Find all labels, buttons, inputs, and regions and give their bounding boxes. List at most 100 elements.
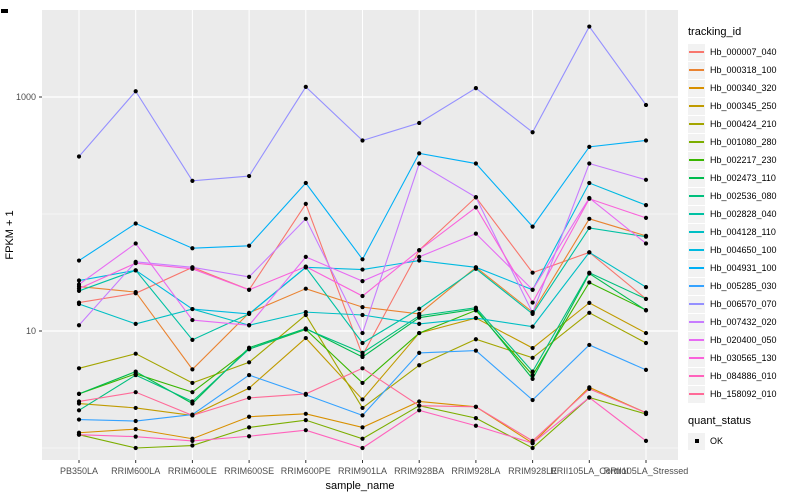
legend-item-label: Hb_002536_080 — [710, 191, 777, 201]
legend-item-label: Hb_004650_100 — [710, 245, 777, 255]
legend-key — [688, 223, 705, 241]
legend-key — [688, 349, 705, 367]
legend-key-line — [689, 69, 704, 71]
legend-key-line — [689, 177, 704, 179]
legend-item: Hb_005285_030 — [688, 277, 798, 295]
legend-key — [688, 313, 705, 331]
quant-status-item: OK — [688, 432, 798, 450]
legend-key — [688, 367, 705, 385]
legend-key-line — [689, 231, 704, 233]
legend-item: Hb_006570_070 — [688, 295, 798, 313]
legend-key — [688, 432, 705, 450]
legend-item-label: Hb_001080_280 — [710, 137, 777, 147]
legend-key — [688, 133, 705, 151]
legend-key-line — [689, 51, 704, 53]
legend-item-label: Hb_158092_010 — [710, 389, 777, 399]
legend-item-label: Hb_004931_100 — [710, 263, 777, 273]
legend-key — [688, 151, 705, 169]
data-points — [76, 24, 649, 451]
legend-item: Hb_004931_100 — [688, 259, 798, 277]
svg-text:RRIM928LA: RRIM928LA — [451, 466, 500, 476]
legend-key-line — [689, 195, 704, 197]
legend-key — [688, 277, 705, 295]
svg-text:RRII105LA_Stressed: RRII105LA_Stressed — [604, 466, 689, 476]
legend-item-label: Hb_000424_210 — [710, 119, 777, 129]
legend-title-tracking-id: tracking_id — [688, 26, 742, 38]
legend-item: Hb_002473_110 — [688, 169, 798, 187]
legend-key — [688, 331, 705, 349]
legend-key — [688, 259, 705, 277]
legend-item: Hb_001080_280 — [688, 133, 798, 151]
legend-item-label: Hb_030565_130 — [710, 353, 777, 363]
legend-item-label: Hb_020400_050 — [710, 335, 777, 345]
legend-key — [688, 241, 705, 259]
legend-item: Hb_030565_130 — [688, 349, 798, 367]
legend-key-line — [689, 213, 704, 215]
svg-text:RRIM928LE: RRIM928LE — [508, 466, 557, 476]
legend-item: Hb_000345_250 — [688, 97, 798, 115]
legend-item-label: Hb_000340_320 — [710, 83, 777, 93]
svg-text:RRIM600SE: RRIM600SE — [224, 466, 274, 476]
legend-key — [688, 43, 705, 61]
legend-item: Hb_004650_100 — [688, 241, 798, 259]
quant-status-label: OK — [710, 436, 724, 446]
legend-key — [688, 295, 705, 313]
svg-text:RRIM901LA: RRIM901LA — [338, 466, 387, 476]
legend-key-line — [689, 303, 704, 305]
x-axis-title: sample_name — [325, 480, 394, 492]
legend-item: Hb_000007_040 — [688, 43, 798, 61]
legend-item-label: Hb_000007_040 — [710, 47, 777, 57]
legend-key-line — [689, 159, 704, 161]
legend-key — [688, 169, 705, 187]
legend-item: Hb_004128_110 — [688, 223, 798, 241]
legend-key-line — [689, 285, 704, 287]
stray-mark — [1, 9, 8, 13]
black-point-icon — [694, 439, 699, 443]
legend-item: Hb_002828_040 — [688, 205, 798, 223]
legend-key-line — [689, 357, 704, 359]
legend-item-label: Hb_002828_040 — [710, 209, 777, 219]
plot-panel — [42, 10, 678, 460]
legend-key — [688, 61, 705, 79]
legend-key-line — [689, 105, 704, 107]
legend-item-label: Hb_002217_230 — [710, 155, 777, 165]
legend-item: Hb_007432_020 — [688, 313, 798, 331]
legend-key-line — [689, 339, 704, 341]
legend-key — [688, 205, 705, 223]
legend-item-label: Hb_000318_100 — [710, 65, 777, 75]
legend: tracking_id Hb_000007_040 Hb_000318_100 Hb… — [688, 26, 798, 450]
legend-key — [688, 187, 705, 205]
y-axis-title: FPKM + 1 — [4, 210, 16, 259]
legend-key-line — [689, 123, 704, 125]
legend-item-label: Hb_005285_030 — [710, 281, 777, 291]
legend-item: Hb_002536_080 — [688, 187, 798, 205]
legend-item: Hb_000340_320 — [688, 79, 798, 97]
svg-text:10: 10 — [26, 326, 36, 336]
legend-key — [688, 385, 705, 403]
quant-status-items: OK — [688, 432, 798, 450]
svg-text:PB350LA: PB350LA — [60, 466, 98, 476]
legend-items: Hb_000007_040 Hb_000318_100 Hb_000340_320 H… — [688, 43, 798, 403]
legend-item: Hb_020400_050 — [688, 331, 798, 349]
legend-key-line — [689, 141, 704, 143]
legend-item-label: Hb_007432_020 — [710, 317, 777, 327]
legend-key-line — [689, 87, 704, 89]
legend-key — [688, 79, 705, 97]
legend-title-quant-status: quant_status — [688, 415, 751, 427]
legend-key-line — [689, 321, 704, 323]
legend-item: Hb_000424_210 — [688, 115, 798, 133]
legend-item: Hb_000318_100 — [688, 61, 798, 79]
legend-item-label: Hb_002473_110 — [710, 173, 776, 183]
legend-item-label: Hb_006570_070 — [710, 299, 777, 309]
legend-key-line — [689, 393, 704, 395]
legend-item: Hb_002217_230 — [688, 151, 798, 169]
legend-item: Hb_084886_010 — [688, 367, 798, 385]
svg-text:RRII105LA_Control: RRII105LA_Control — [550, 466, 628, 476]
legend-key-line — [689, 267, 704, 269]
legend-key-line — [689, 375, 704, 377]
svg-text:RRIM928BA: RRIM928BA — [394, 466, 444, 476]
legend-key-line — [689, 249, 704, 251]
legend-item-label: Hb_084886_010 — [710, 371, 777, 381]
